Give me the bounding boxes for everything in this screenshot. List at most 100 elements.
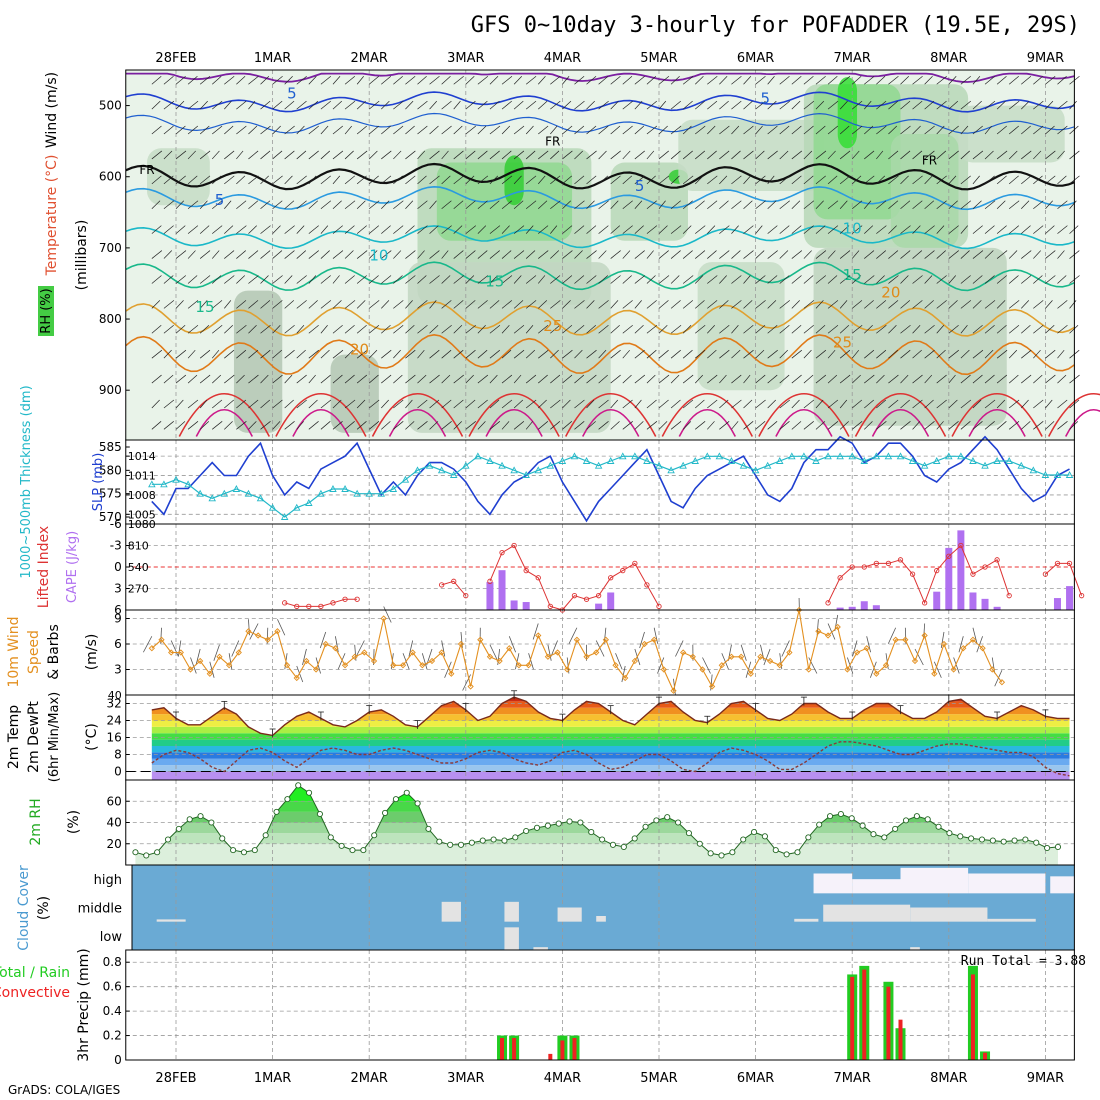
wind-barb (767, 225, 778, 234)
wind-barb (417, 399, 428, 409)
wind-barb-10m (213, 644, 220, 661)
thickness-point (389, 485, 398, 492)
wind-barb (779, 421, 790, 430)
wind-barb (574, 175, 585, 185)
wind-barb (707, 399, 718, 409)
wind-barb (755, 150, 765, 160)
wind-barb (779, 349, 788, 359)
wind-barb (743, 150, 754, 160)
wind-barb (405, 250, 416, 259)
wind-barb (984, 374, 995, 384)
cloud-cell (852, 879, 901, 894)
wind-barb (960, 300, 972, 309)
y-axis-label: Speed (26, 630, 42, 674)
wind-barb-10m (763, 648, 771, 666)
wind-barb-10m (953, 657, 960, 674)
wind-barb (212, 125, 223, 135)
wind-barb (429, 300, 437, 309)
wind-barb (755, 200, 766, 210)
wind-barb (332, 349, 344, 359)
wind-barb (646, 399, 657, 409)
wind-barb (755, 125, 763, 135)
wind-barb (936, 349, 946, 359)
wind-barb (320, 349, 330, 359)
wind-barb (900, 300, 911, 309)
wind-barb (1021, 125, 1031, 135)
wind-barb (695, 324, 706, 334)
wind-barb (308, 349, 319, 359)
wind-barb (767, 421, 778, 430)
wind-barb (827, 175, 838, 185)
wind-barb (876, 250, 887, 259)
wind-barb (429, 200, 437, 209)
cape-tick-label: 270 (128, 583, 149, 596)
wind-barb (163, 374, 174, 384)
wind-barb (731, 349, 741, 359)
x-tick-label-top: 1MAR (254, 51, 291, 66)
wind-barb (1008, 250, 1018, 259)
wind-barb (284, 150, 295, 160)
temp-band (151, 765, 1070, 772)
wind-barb (779, 150, 789, 160)
wind-barb (888, 275, 899, 284)
wind-barb (393, 125, 404, 135)
wind-barb (417, 324, 428, 334)
wind-barb (960, 225, 968, 234)
wind-barb (465, 200, 476, 210)
wind-barb (224, 325, 234, 334)
y-axis-label: 2m RH (28, 798, 44, 845)
wind-barb (815, 325, 826, 334)
y-tick-label: 0 (114, 560, 122, 574)
wind-barb (429, 325, 439, 334)
wind-barb (815, 374, 827, 384)
wind-barb (489, 275, 498, 284)
wind-barb (187, 275, 198, 284)
wind-barb (755, 349, 765, 359)
cape-bar (836, 607, 844, 610)
wind-barb (248, 374, 259, 384)
wind-barb (948, 399, 958, 409)
cape-bar (486, 582, 494, 610)
wind-barb (803, 399, 815, 409)
wind-barb (550, 175, 561, 185)
wind-barb (151, 200, 161, 210)
wind-barb (465, 150, 476, 160)
wind-barb (1021, 275, 1032, 284)
wind-barb (767, 300, 777, 309)
wind-barb (248, 225, 257, 234)
wind-speed-point (747, 670, 754, 677)
rh-2m-point (447, 841, 454, 848)
lifted-index-point (330, 600, 336, 606)
wind-speed-point (757, 653, 764, 660)
wind-barb (864, 325, 873, 334)
y-tick-label: 16 (106, 731, 121, 745)
x-tick-label-top: 3MAR (447, 51, 484, 66)
wind-barb (212, 225, 223, 234)
wind-barb (888, 100, 899, 110)
wind-barb (538, 421, 549, 430)
wind-barb (538, 399, 547, 409)
wind-barb (791, 250, 803, 259)
lifted-index-point (499, 550, 505, 556)
wind-barb (550, 150, 560, 160)
wind-barb (670, 125, 682, 135)
wind-barb (586, 75, 597, 85)
wind-barb (272, 325, 281, 334)
wind-barb (344, 125, 353, 135)
wind-barb (465, 250, 476, 259)
wind-barb (707, 150, 717, 160)
wind-speed-point (573, 636, 581, 643)
wind-barb (1057, 75, 1067, 85)
wind-barb (248, 325, 257, 334)
wind-speed-point (786, 649, 793, 656)
wind-barb (586, 250, 597, 259)
wind-barb (1008, 421, 1020, 430)
wind-barb (876, 421, 887, 430)
wind-speed-point (486, 653, 494, 660)
wind-barb (405, 325, 415, 334)
wind-barb (936, 325, 945, 334)
wind-barb (972, 275, 983, 284)
wind-barb (984, 125, 992, 135)
temperature-contour (125, 72, 1075, 83)
cloud-cell (156, 919, 186, 922)
